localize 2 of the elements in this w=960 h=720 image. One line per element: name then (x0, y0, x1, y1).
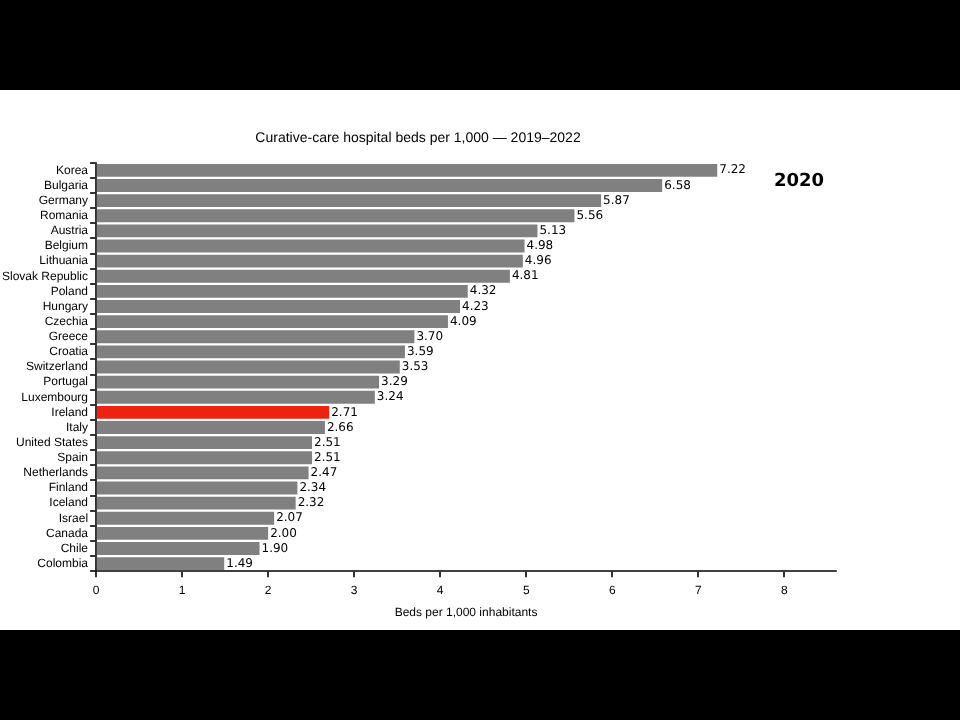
annotation: 2020 (773, 172, 824, 193)
bar (96, 405, 330, 419)
